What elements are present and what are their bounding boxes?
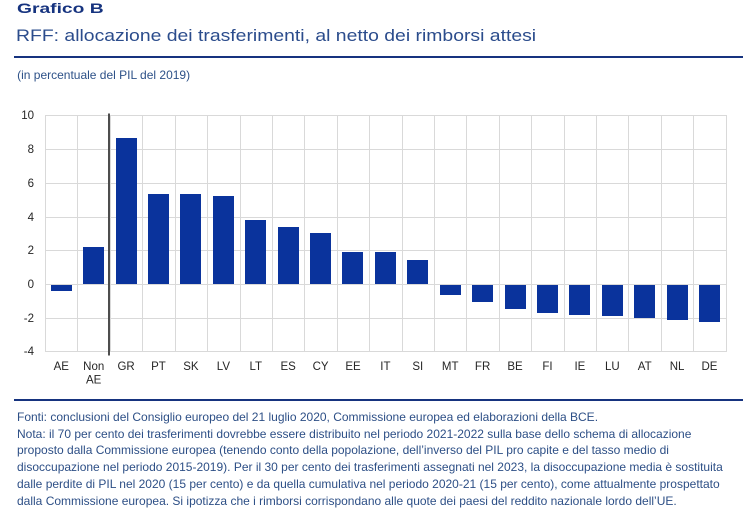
svg-text:LU: LU	[605, 361, 620, 373]
svg-text:0: 0	[28, 279, 34, 291]
svg-text:Non: Non	[83, 361, 104, 373]
svg-text:ES: ES	[281, 361, 297, 373]
svg-text:4: 4	[28, 212, 35, 224]
svg-text:-2: -2	[24, 313, 34, 325]
svg-text:EE: EE	[345, 361, 361, 373]
svg-text:NL: NL	[670, 361, 685, 373]
svg-text:LT: LT	[250, 361, 263, 373]
svg-text:SI: SI	[412, 361, 423, 373]
svg-text:IE: IE	[574, 361, 585, 373]
svg-text:-4: -4	[24, 346, 35, 358]
svg-text:FI: FI	[542, 361, 552, 373]
svg-text:AT: AT	[638, 361, 652, 373]
svg-text:SK: SK	[183, 361, 199, 373]
svg-text:10: 10	[21, 110, 34, 122]
svg-text:BE: BE	[507, 361, 523, 373]
svg-text:CY: CY	[313, 361, 329, 373]
svg-text:AE: AE	[54, 361, 70, 373]
svg-text:FR: FR	[475, 361, 490, 373]
svg-text:2: 2	[28, 245, 34, 257]
svg-text:8: 8	[28, 144, 34, 156]
svg-text:IT: IT	[380, 361, 390, 373]
svg-text:6: 6	[28, 178, 34, 190]
svg-text:GR: GR	[117, 361, 134, 373]
svg-text:PT: PT	[151, 361, 166, 373]
svg-text:DE: DE	[702, 361, 718, 373]
svg-text:AE: AE	[86, 374, 102, 386]
svg-text:MT: MT	[442, 361, 459, 373]
svg-text:LV: LV	[217, 361, 231, 373]
